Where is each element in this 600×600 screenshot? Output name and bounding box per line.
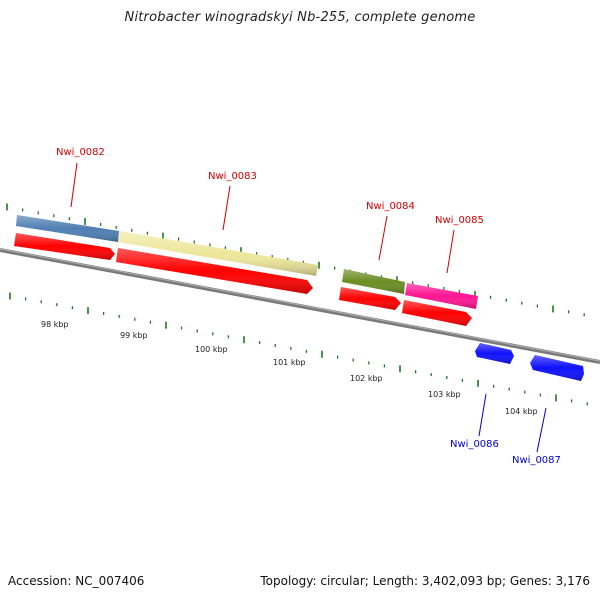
scale-label-98: 98 kbp	[41, 320, 69, 329]
scale-label-102: 102 kbp	[350, 374, 383, 383]
scale-label-103: 103 kbp	[428, 390, 461, 399]
gene-arrow-nwi-0087-shade	[530, 355, 584, 381]
leader-nwi-0083	[222, 185, 231, 231]
gene-bar-nwi-0082-shade	[16, 215, 119, 242]
cds-arrows	[14, 233, 472, 326]
scale-label-100: 100 kbp	[195, 345, 228, 354]
genome-summary-text: Topology: circular; Length: 3,402,093 bp…	[260, 574, 590, 588]
leader-nwi-0084	[378, 215, 388, 261]
scale-label-104: 104 kbp	[505, 407, 538, 416]
blue-gene-arrows	[475, 343, 584, 381]
cds-arrow-nwi-0085-shade	[402, 300, 472, 326]
lower-tick-row	[9, 292, 588, 406]
gene-label-nwi-0087[interactable]: Nwi_0087	[512, 455, 561, 466]
cds-arrow-nwi-0082-shade	[14, 233, 115, 260]
gene-features	[16, 215, 478, 309]
scale-label-101: 101 kbp	[273, 358, 306, 367]
gene-bar-nwi-0084-shade	[342, 269, 405, 294]
gene-label-nwi-0082[interactable]: Nwi_0082	[56, 147, 105, 158]
gene-labels: Nwi_0082 Nwi_0083 Nwi_0084 Nwi_0085 Nwi_…	[56, 147, 561, 466]
genome-backbone	[0, 248, 600, 364]
gene-bar-nwi-0083-shade	[118, 231, 318, 276]
scale-label-99: 99 kbp	[120, 331, 148, 340]
leader-nwi-0085	[446, 229, 455, 274]
gene-label-nwi-0085[interactable]: Nwi_0085	[435, 215, 484, 226]
gene-label-nwi-0086[interactable]: Nwi_0086	[450, 439, 499, 450]
accession-text: Accession: NC_007406	[8, 574, 145, 588]
gene-arrow-nwi-0086-shade	[475, 343, 514, 364]
genome-backbone-highlight	[0, 248, 600, 362]
cds-arrow-nwi-0083-shade	[116, 248, 313, 294]
cds-arrow-nwi-0084-shade	[339, 287, 401, 310]
leader-nwi-0087	[536, 407, 547, 453]
gene-label-nwi-0083[interactable]: Nwi_0083	[208, 171, 257, 182]
leader-nwi-0082	[70, 162, 78, 208]
upper-tick-row	[6, 203, 585, 317]
leader-nwi-0086	[478, 393, 487, 437]
scale-labels: 98 kbp 99 kbp 100 kbp 101 kbp 102 kbp 10…	[41, 320, 538, 416]
gene-label-nwi-0084[interactable]: Nwi_0084	[366, 201, 415, 212]
label-leaders	[70, 162, 547, 453]
gene-bar-nwi-0085-shade	[405, 283, 478, 309]
genome-title: Nitrobacter winogradskyi Nb-255, complet…	[124, 10, 476, 25]
